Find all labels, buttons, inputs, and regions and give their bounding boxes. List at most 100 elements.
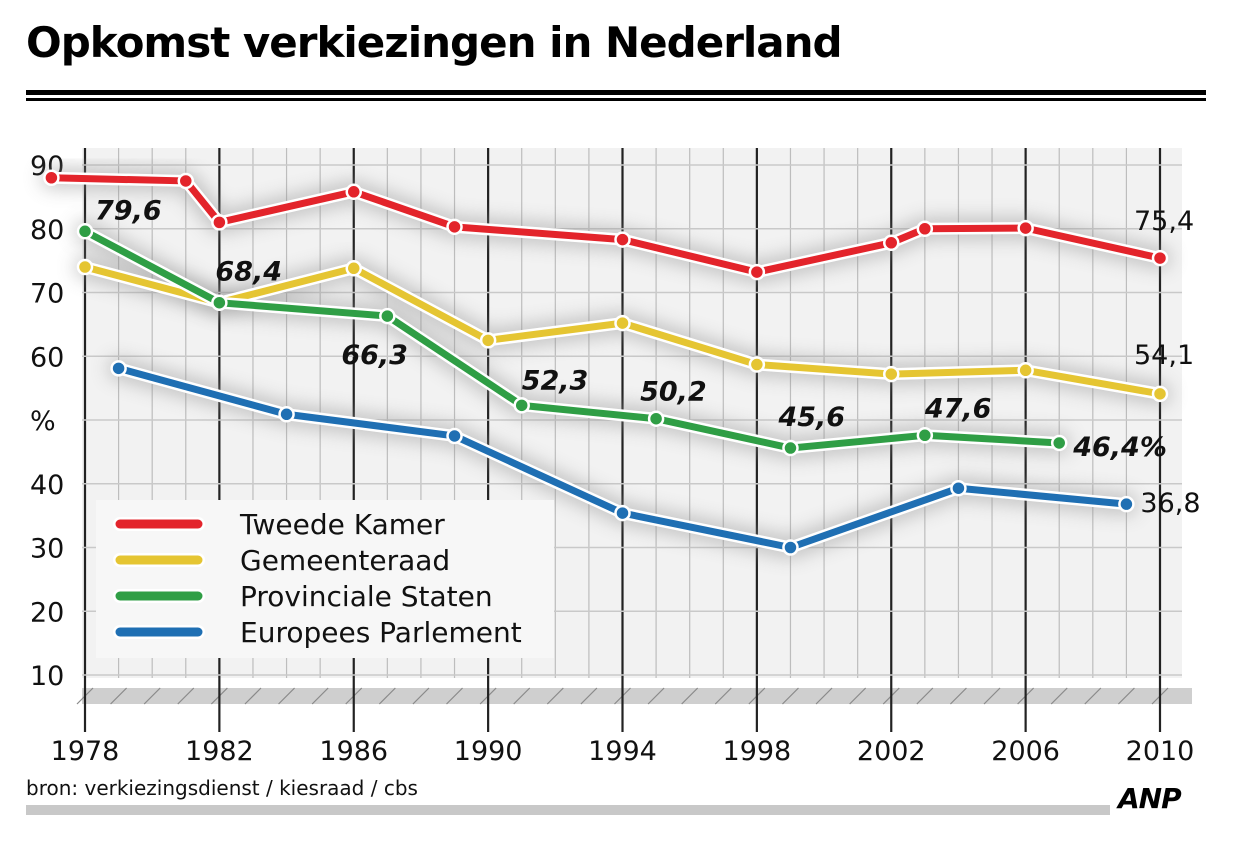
data-point-tweede-kamer	[614, 231, 631, 248]
y-tick-label: 60	[30, 342, 64, 373]
data-label: 45,6	[777, 402, 845, 433]
floor-hatch	[278, 687, 295, 705]
x-tick-label: 2002	[857, 736, 926, 767]
data-point-europees-parlement	[950, 479, 967, 497]
data-label: 68,4	[215, 257, 282, 288]
legend-label: Tweede Kamer	[239, 508, 445, 541]
floor-hatch	[244, 687, 262, 705]
chart-floor	[76, 687, 1192, 705]
data-point-europees-parlement	[1118, 495, 1135, 513]
floor-hatch	[1084, 687, 1102, 705]
y-tick-label: 40	[30, 470, 64, 501]
x-axis: 1978 1982 1986 1990 1994 1998 2002 2006 2010	[51, 678, 1195, 767]
data-label: 52,3	[522, 365, 589, 396]
floor-hatch	[143, 687, 161, 705]
floor-hatch	[714, 687, 732, 705]
data-point-provinciale-staten	[647, 410, 665, 427]
chart-title: Opkomst verkiezingen in Nederland	[26, 18, 843, 67]
anp-logo: ANP	[1118, 782, 1182, 815]
x-tick-label: 1990	[454, 736, 523, 767]
floor-hatch	[412, 687, 430, 705]
floor-hatch	[782, 687, 799, 705]
data-point-provinciale-staten	[916, 427, 934, 444]
floor-hatch	[1050, 687, 1068, 705]
y-tick-label: 10	[30, 661, 64, 692]
data-point-europees-parlement	[278, 406, 295, 423]
data-label: 47,6	[924, 393, 992, 424]
floor-hatch	[580, 687, 598, 705]
data-point-europees-parlement	[446, 427, 463, 445]
data-point-provinciale-staten	[782, 439, 799, 457]
series-line-provinciale-staten	[81, 227, 1063, 452]
floor-hatch	[916, 687, 934, 705]
data-point-tweede-kamer	[916, 220, 934, 237]
y-tick-label: 70	[30, 279, 64, 310]
floor-hatch	[983, 687, 1001, 705]
data-point-europees-parlement	[782, 539, 799, 556]
x-tick-label: 2006	[991, 736, 1060, 767]
footer-bar	[26, 805, 1110, 815]
title-rule-bottom	[26, 98, 1206, 101]
floor-hatch	[311, 687, 329, 705]
data-label: 54,1	[1134, 340, 1194, 371]
data-point-gemeenteraad	[883, 365, 900, 383]
x-tick-label: 2010	[1126, 736, 1195, 767]
data-point-provinciale-staten	[211, 294, 228, 311]
data-point-tweede-kamer	[883, 234, 900, 252]
floor-hatch	[849, 687, 867, 705]
data-point-tweede-kamer	[211, 214, 228, 231]
y-tick-label: %	[30, 406, 56, 437]
data-label: 36,8	[1140, 488, 1200, 519]
data-point-tweede-kamer	[1017, 219, 1034, 237]
data-point-gemeenteraad	[748, 356, 766, 373]
floor-hatch	[110, 687, 128, 705]
data-point-gemeenteraad	[1151, 385, 1169, 403]
data-point-provinciale-staten	[76, 223, 94, 240]
y-tick-label: 80	[30, 215, 64, 246]
data-point-tweede-kamer	[177, 172, 195, 190]
data-point-gemeenteraad	[76, 258, 94, 276]
floor-hatch	[681, 687, 699, 705]
source-note: bron: verkiezingsdienst / kiesraad / cbs	[26, 776, 418, 800]
data-point-gemeenteraad	[345, 260, 362, 277]
legend-label: Gemeenteraad	[240, 544, 450, 577]
data-label: 66,3	[341, 340, 408, 371]
data-point-provinciale-staten	[1050, 434, 1068, 452]
y-tick-label: 30	[30, 534, 64, 565]
floor-strip	[82, 688, 1192, 704]
y-tick-label: 20	[30, 597, 64, 628]
data-point-provinciale-staten	[513, 397, 530, 414]
floor-hatch	[378, 687, 396, 705]
floor-hatch	[446, 687, 463, 705]
series-lines	[43, 169, 1169, 556]
floor-hatch	[513, 687, 531, 705]
data-point-gemeenteraad	[479, 332, 497, 349]
x-tick-label: 1994	[588, 736, 657, 767]
data-point-tweede-kamer	[748, 263, 766, 281]
data-point-europees-parlement	[614, 504, 631, 522]
floor-hatch	[1117, 687, 1135, 705]
data-point-tweede-kamer	[345, 183, 362, 201]
x-tick-label: 1978	[51, 736, 120, 767]
floor-hatch	[950, 687, 967, 705]
data-point-provinciale-staten	[379, 307, 396, 325]
data-label: 50,2	[640, 377, 707, 408]
data-label: 46,4%	[1072, 432, 1167, 463]
floor-hatch	[546, 687, 564, 705]
data-point-gemeenteraad	[614, 314, 631, 332]
title-rule-top	[26, 90, 1206, 95]
data-label: 75,4	[1134, 206, 1194, 237]
floor-hatch	[177, 687, 195, 705]
data-point-tweede-kamer	[1151, 249, 1169, 267]
legend-label: Europees Parlement	[240, 616, 522, 649]
data-point-gemeenteraad	[1017, 362, 1034, 379]
x-tick-label: 1986	[319, 736, 388, 767]
data-point-tweede-kamer	[446, 218, 463, 236]
data-point-europees-parlement	[110, 360, 127, 377]
floor-hatch	[647, 687, 665, 705]
data-labels: 79,6 68,4 66,3 52,3 50,2 45,6 47,6 46,4% 75,4 54,…	[95, 195, 1201, 519]
x-tick-label: 1982	[185, 736, 254, 767]
